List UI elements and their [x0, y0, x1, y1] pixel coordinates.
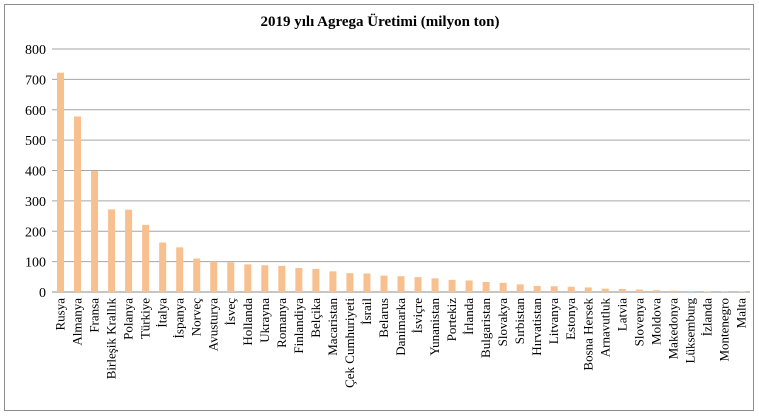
bar	[295, 268, 303, 292]
bar	[397, 276, 405, 292]
x-tick-label: İrlanda	[461, 298, 476, 335]
bar	[176, 247, 184, 292]
y-tick-label: 500	[25, 134, 46, 149]
x-tick-label: İzlanda	[699, 298, 714, 336]
x-tick-label: Hırvatistan	[529, 298, 544, 356]
bar	[91, 171, 99, 292]
x-tick-label: Sırbistan	[512, 298, 527, 345]
x-tick-label: Çek Cumhuriyeti	[342, 298, 357, 388]
bar	[618, 288, 626, 292]
bar	[74, 116, 82, 293]
bar	[499, 282, 507, 292]
x-tick-label: Macaristan	[325, 298, 340, 356]
bar	[312, 268, 320, 292]
x-tick-label: Birleşik Krallık	[104, 298, 119, 380]
bar	[261, 265, 269, 292]
x-tick-label: Rusya	[53, 298, 68, 331]
bar	[108, 209, 116, 292]
y-tick-label: 400	[25, 165, 46, 180]
bar	[516, 284, 524, 292]
x-tick-label: Fransa	[87, 298, 102, 333]
bar	[465, 280, 473, 292]
y-tick-label: 600	[25, 104, 46, 119]
x-tick-label: Hollanda	[240, 298, 255, 346]
x-tick-label: Norveç	[189, 298, 204, 336]
y-tick-label: 800	[25, 43, 46, 58]
x-tick-label: Litvanya	[546, 298, 561, 344]
bar	[686, 291, 694, 292]
x-tick-label: Türkiye	[138, 298, 153, 339]
y-tick-label: 0	[39, 286, 46, 301]
x-tick-label: Slovenya	[631, 298, 646, 347]
bar	[448, 279, 456, 292]
x-tick-label: Polanya	[121, 298, 136, 340]
y-tick-label: 700	[25, 73, 46, 88]
x-tick-label: Portekiz	[444, 298, 459, 342]
y-tick-label: 100	[25, 256, 46, 271]
bar	[431, 278, 439, 292]
bar	[414, 277, 422, 292]
x-tick-label: Latvia	[614, 298, 629, 331]
y-tick-label: 200	[25, 225, 46, 240]
x-tick-label: Almanya	[70, 298, 85, 346]
bar	[159, 242, 167, 292]
bar	[652, 290, 660, 292]
bar	[142, 224, 150, 292]
bar	[635, 289, 643, 292]
x-tick-label: Belçika	[308, 298, 323, 338]
x-tick-label: Finlandiya	[291, 298, 306, 354]
bar	[329, 271, 337, 292]
bar	[193, 258, 201, 292]
bar	[567, 286, 575, 292]
x-tick-label: Avusturya	[206, 298, 221, 351]
y-tick-label: 300	[25, 195, 46, 210]
x-tick-label: Moldova	[648, 298, 663, 345]
x-tick-label: Yunanistan	[427, 298, 442, 356]
x-tick-label: Montenegro	[716, 298, 731, 362]
bar	[482, 281, 490, 292]
x-tick-label: İsveç	[223, 298, 238, 326]
x-tick-label: Bosna Hersek	[580, 298, 595, 371]
bar	[550, 286, 558, 292]
bar	[57, 72, 65, 292]
x-tick-label: İspanya	[172, 298, 187, 339]
bar	[125, 209, 133, 292]
bar	[278, 265, 286, 292]
x-tick-label: İsviçre	[410, 298, 425, 334]
x-tick-label: Danimarka	[393, 298, 408, 356]
bar	[346, 273, 354, 292]
bar	[669, 290, 677, 292]
bar	[210, 261, 218, 292]
bar	[584, 287, 592, 292]
bar	[380, 275, 388, 292]
x-tick-label: Malta	[733, 298, 748, 329]
x-tick-label: Slovakya	[495, 298, 510, 347]
chart-title: 2019 yılı Agrega Üretimi (milyon ton)	[260, 13, 499, 30]
x-tick-label: İtalya	[155, 298, 170, 328]
bar	[244, 264, 252, 292]
x-tick-label: Estonya	[563, 298, 578, 340]
bar	[227, 262, 235, 292]
bar	[601, 288, 609, 292]
x-tick-label: Arnavutluk	[597, 298, 612, 358]
x-tick-label: İsrail	[359, 298, 374, 325]
x-tick-label: Makedonya	[665, 298, 680, 360]
x-tick-label: Belarus	[376, 298, 391, 338]
x-tick-label: Ukrayna	[257, 298, 272, 343]
bar-chart: 2019 yılı Agrega Üretimi (milyon ton) 0 1…	[25, 13, 750, 388]
bar	[363, 273, 371, 292]
chart-frame: 2019 yılı Agrega Üretimi (milyon ton) 0 1…	[4, 4, 754, 411]
bar	[533, 285, 541, 292]
x-tick-label: Lüksemburg	[682, 298, 697, 364]
bar	[703, 291, 711, 292]
x-tick-label: Romanya	[274, 298, 289, 348]
x-tick-label: Bulgaristan	[478, 298, 493, 358]
